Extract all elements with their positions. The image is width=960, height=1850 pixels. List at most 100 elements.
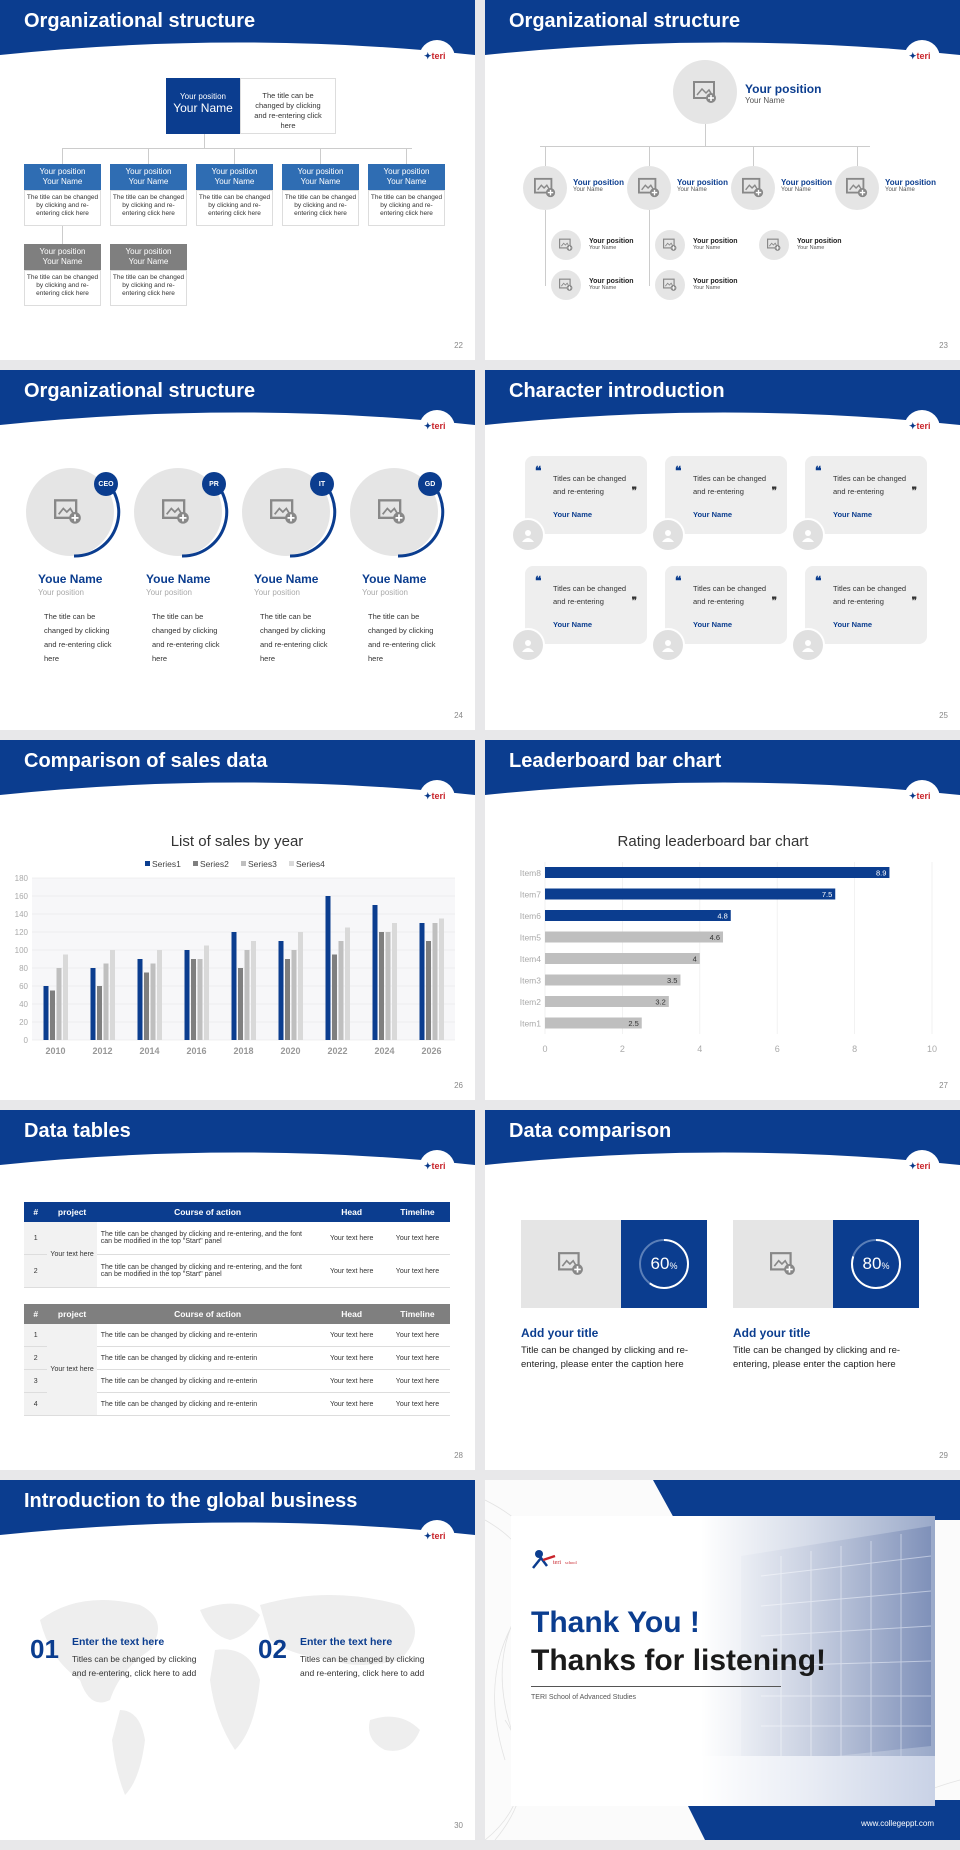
slide-24[interactable]: Organizational structure ✦teri CEO Youe N… [0, 370, 475, 730]
slide-22[interactable]: Organizational structure ✦teri Your posi… [0, 0, 475, 360]
position-label: Your position [885, 178, 936, 187]
timeline-cell: Your text here [384, 1369, 450, 1393]
person-desc: The title can be changed by clicking and… [368, 612, 436, 663]
y-tick-label: 20 [19, 1018, 28, 1027]
org-box-desc: The title can be changed by clicking and… [196, 190, 273, 226]
bar [545, 910, 731, 921]
image-placeholder-icon[interactable] [523, 166, 567, 210]
percent-label: 80% [833, 1254, 919, 1274]
position-label: Your position [745, 82, 822, 96]
slide-27[interactable]: Leaderboard bar chart ✦teri Rating leade… [485, 740, 960, 1100]
character-card[interactable]: ❝ Titles can be changed and re-entering ❞ Y… [525, 566, 647, 644]
person-position: Your position [146, 588, 192, 597]
image-placeholder-icon [270, 498, 298, 531]
bar [338, 941, 344, 1040]
item-number: 02 [258, 1634, 287, 1664]
slide-header: Leaderboard bar chart [485, 740, 960, 800]
image-placeholder-icon[interactable] [655, 270, 685, 300]
position-label: Your position [693, 278, 738, 285]
name-label: Your Name [589, 285, 617, 291]
y-tick-label: Item6 [520, 911, 542, 921]
row-number: 1 [24, 1324, 48, 1347]
slide-title: Organizational structure [24, 10, 256, 32]
image-placeholder-icon[interactable] [731, 166, 775, 210]
head-cell: Your text here [318, 1324, 385, 1347]
slide-25[interactable]: Character introduction ✦teri ❝ Titles can… [485, 370, 960, 730]
sales-bar-chart: List of sales by year Series1 Series2 Serie… [15, 833, 455, 1056]
image-placeholder-icon[interactable] [759, 230, 789, 260]
org-box-desc: The title can be changed by clicking and… [24, 190, 101, 226]
slide-29[interactable]: Data comparison ✦teri 60% Add your title T… [485, 1110, 960, 1470]
slide-title: Data tables [24, 1120, 131, 1142]
org-box[interactable]: Your position Your Name [368, 164, 445, 190]
person-photo[interactable]: GD [348, 466, 448, 558]
image-placeholder-icon[interactable] [521, 1220, 621, 1308]
bar [103, 963, 109, 1040]
legend-swatch [241, 861, 246, 866]
bar [63, 954, 68, 1040]
bar [545, 931, 724, 943]
bar [545, 867, 890, 878]
org-box[interactable]: Your position Your Name [196, 164, 273, 190]
x-tick-label: 2026 [421, 1046, 441, 1056]
image-placeholder-icon[interactable] [627, 166, 671, 210]
bar [184, 950, 190, 1040]
head-cell: Your text here [318, 1346, 385, 1370]
table-header: Head [318, 1304, 385, 1324]
chart-title: Rating leaderboard bar chart [618, 833, 810, 850]
person-desc: The title can be changed by clicking and… [260, 612, 328, 663]
slide-30[interactable]: Introduction to the global business ✦ter… [0, 1480, 475, 1840]
org-box[interactable]: Your position Your Name [24, 244, 101, 270]
org-box-desc: The title can be changed by clicking and… [110, 270, 187, 306]
quote-close-icon: ❞ [631, 596, 637, 607]
item-heading: Enter the text here [300, 1636, 393, 1648]
role-badge: PR [202, 472, 226, 496]
quote-open-icon: ❝ [535, 464, 542, 478]
slide-title: Comparison of sales data [24, 750, 268, 772]
person-photo[interactable]: IT [240, 466, 340, 558]
legend-label: Series1 [152, 859, 181, 869]
page-number: 22 [454, 341, 463, 350]
thanks-line-2: Thanks for listening! [531, 1644, 827, 1677]
org-box[interactable]: Your position Your Name [282, 164, 359, 190]
table-header: # [24, 1202, 48, 1222]
website-link[interactable]: www.collegeppt.com [861, 1819, 934, 1828]
image-placeholder-icon[interactable] [551, 270, 581, 300]
character-card[interactable]: ❝ Titles can be changed and re-entering ❞ Y… [805, 456, 927, 534]
position-label: Your position [297, 167, 344, 176]
org-box[interactable]: Your position Your Name [24, 164, 101, 190]
name-label: Your Name [573, 187, 603, 193]
image-placeholder-icon[interactable] [551, 230, 581, 260]
org-top-box[interactable]: Your position Your Name [166, 78, 240, 134]
image-placeholder-icon[interactable] [655, 230, 685, 260]
page-number: 27 [939, 1081, 948, 1090]
school-logo: ✦teri [904, 40, 940, 76]
character-card[interactable]: ❝ Titles can be changed and re-entering ❞ Y… [665, 456, 787, 534]
table-row: 4 The title can be changed by clicking an… [24, 1392, 450, 1416]
slide-31[interactable]: teri school Thank You ! Thanks for listen… [485, 1480, 960, 1840]
world-map-icon [40, 1595, 420, 1795]
percent-value: 60 [650, 1254, 670, 1273]
school-logo: teri school [531, 1546, 583, 1572]
character-card[interactable]: ❝ Titles can be changed and re-entering ❞ Y… [805, 566, 927, 644]
slide-28[interactable]: Data tables ✦teri # project Course of acti… [0, 1110, 475, 1470]
slide-header: Character introduction [485, 370, 960, 430]
page-number: 28 [454, 1451, 463, 1460]
image-placeholder-icon[interactable] [835, 166, 879, 210]
slide-26[interactable]: Comparison of sales data ✦teri List of s… [0, 740, 475, 1100]
org-box[interactable]: Your position Your Name [110, 164, 187, 190]
org-box[interactable]: Your position Your Name [110, 244, 187, 270]
image-placeholder-icon[interactable] [733, 1220, 833, 1308]
person-photo[interactable]: PR [132, 466, 232, 558]
person-photo[interactable]: CEO [24, 466, 124, 558]
image-placeholder-icon[interactable] [673, 60, 737, 124]
bar [278, 941, 284, 1040]
character-card[interactable]: ❝ Titles can be changed and re-entering ❞ Y… [525, 456, 647, 534]
y-tick-label: Item2 [520, 997, 542, 1007]
character-card[interactable]: ❝ Titles can be changed and re-entering ❞ Y… [665, 566, 787, 644]
thanks-line-1: Thank You ! [531, 1606, 700, 1639]
bar [197, 959, 203, 1040]
bar [291, 950, 297, 1040]
page-number: 25 [939, 711, 948, 720]
slide-23[interactable]: Organizational structure ✦teri Your posi… [485, 0, 960, 360]
